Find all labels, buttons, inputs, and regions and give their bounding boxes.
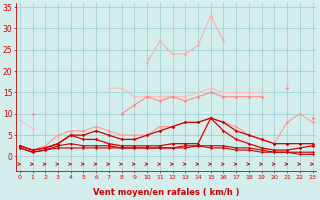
X-axis label: Vent moyen/en rafales ( km/h ): Vent moyen/en rafales ( km/h )	[93, 188, 239, 197]
